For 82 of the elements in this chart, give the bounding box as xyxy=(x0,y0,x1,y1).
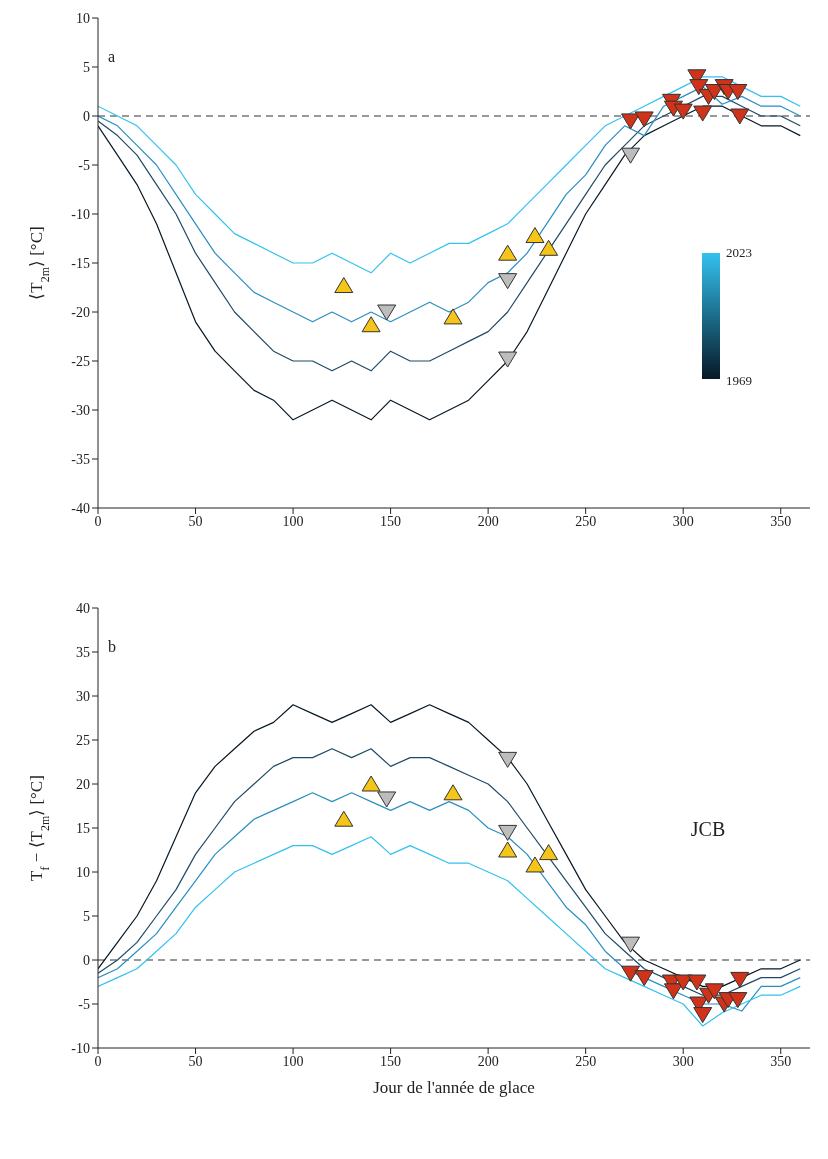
y-tick-label: -10 xyxy=(71,206,90,222)
point xyxy=(334,810,354,827)
x-tick-label: 100 xyxy=(282,1053,304,1069)
point xyxy=(498,751,518,768)
x-tick-label: 350 xyxy=(770,1053,792,1069)
y-tick-label: -30 xyxy=(71,402,90,418)
x-tick-label: 50 xyxy=(188,1053,203,1069)
point xyxy=(621,147,641,164)
y-tick-label: 35 xyxy=(76,644,90,660)
annotation: a xyxy=(108,48,116,66)
y-tick-label: -40 xyxy=(71,500,90,516)
y-tick-label: 20 xyxy=(76,776,90,792)
point xyxy=(728,84,748,100)
point xyxy=(443,784,463,801)
x-tick-label: 250 xyxy=(575,513,597,529)
y-tick-label: 15 xyxy=(76,820,90,836)
x-tick-label: 300 xyxy=(672,513,694,529)
point xyxy=(498,824,518,841)
y-tick-label: -10 xyxy=(71,1040,90,1056)
point xyxy=(687,974,707,991)
point xyxy=(621,113,641,130)
point xyxy=(673,103,693,120)
point xyxy=(334,277,354,294)
y-tick-label: 0 xyxy=(83,952,90,968)
y-tick-label: 30 xyxy=(76,688,90,704)
point xyxy=(377,304,397,321)
point xyxy=(525,856,545,873)
x-axis-title: Jour de l'année de glace xyxy=(373,1078,535,1097)
x-tick-label: 0 xyxy=(94,1053,102,1069)
point xyxy=(689,79,709,96)
y-tick-label: 40 xyxy=(76,600,90,616)
point xyxy=(361,316,381,333)
y-tick-label: 10 xyxy=(76,864,90,880)
point xyxy=(443,308,463,325)
y-tick-label: 5 xyxy=(83,908,90,924)
point xyxy=(498,841,518,858)
point xyxy=(498,351,518,368)
point xyxy=(621,965,641,982)
point xyxy=(704,983,724,1000)
x-tick-label: 300 xyxy=(672,1053,694,1069)
x-tick-label: 100 xyxy=(282,513,304,529)
point xyxy=(673,974,693,991)
point xyxy=(539,844,559,861)
point xyxy=(663,983,683,1000)
point xyxy=(704,84,724,100)
x-tick-label: 200 xyxy=(477,513,499,529)
y-tick-label: 5 xyxy=(83,59,90,75)
point xyxy=(621,936,641,953)
line-series xyxy=(98,836,801,1027)
point xyxy=(361,775,381,792)
point xyxy=(728,992,748,1009)
point xyxy=(377,791,397,808)
x-tick-label: 200 xyxy=(477,1053,499,1069)
point xyxy=(539,239,559,256)
y-tick-label: -15 xyxy=(71,255,90,271)
annotation: JCB xyxy=(690,818,726,841)
annotation: 1969 xyxy=(726,373,752,389)
point xyxy=(634,111,654,128)
x-tick-label: 0 xyxy=(94,513,102,529)
y-tick-label: 10 xyxy=(76,10,90,26)
y-tick-label: -20 xyxy=(71,304,90,320)
x-tick-label: 150 xyxy=(380,1053,402,1069)
point xyxy=(730,108,750,125)
x-tick-label: 150 xyxy=(380,513,402,529)
annotation: b xyxy=(108,638,116,656)
y-tick-label: 0 xyxy=(83,108,90,124)
y-tick-label: -5 xyxy=(78,157,90,173)
point xyxy=(693,1007,713,1024)
y-tick-label: -5 xyxy=(78,996,90,1012)
y-tick-label: 25 xyxy=(76,732,90,748)
x-tick-label: 250 xyxy=(575,1053,597,1069)
point xyxy=(498,273,518,290)
y-tick-label: -35 xyxy=(71,451,90,467)
x-tick-label: 50 xyxy=(188,513,203,529)
point xyxy=(498,244,518,261)
point xyxy=(525,227,545,244)
point xyxy=(693,105,713,122)
y-tick-label: -25 xyxy=(71,353,90,369)
x-tick-label: 350 xyxy=(770,513,792,529)
point xyxy=(730,971,750,988)
point xyxy=(634,970,654,987)
annotation: 2023 xyxy=(726,245,752,261)
